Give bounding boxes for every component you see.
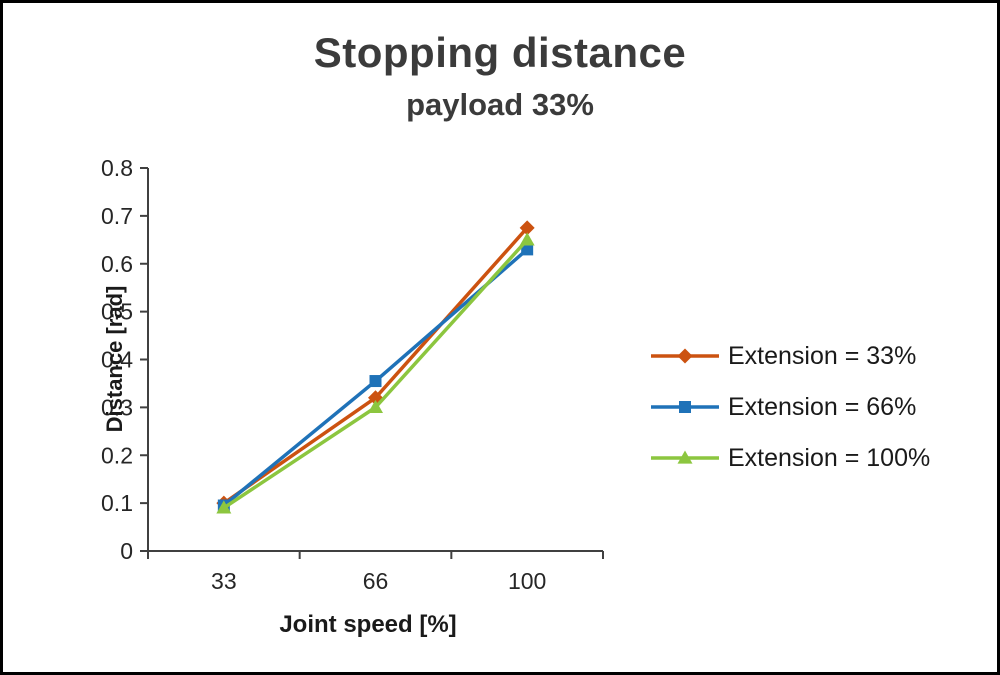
y-tick-label: 0.2 (101, 442, 133, 468)
x-axis-title: Joint speed [%] (279, 611, 457, 638)
legend-label: Extension = 66% (728, 392, 917, 421)
diamond-marker-icon (677, 348, 693, 364)
triangle-marker-icon (216, 500, 232, 514)
x-category-label: 33 (211, 568, 237, 594)
triangle-marker-icon (677, 450, 693, 464)
legend-label: Extension = 33% (728, 341, 917, 370)
square-marker-icon (521, 243, 534, 256)
y-tick-label: 0.1 (101, 490, 133, 516)
triangle-marker-icon (368, 399, 383, 413)
chart-subtitle: payload 33% (406, 87, 594, 122)
square-marker-icon (679, 401, 691, 413)
series-line (222, 226, 529, 505)
legend-label: Extension = 100% (728, 443, 931, 472)
y-axis-title: Distance [rad] (102, 285, 127, 433)
y-tick-label: 0.8 (101, 155, 133, 181)
triangle-marker-icon (651, 450, 719, 464)
x-category-label: 66 (363, 568, 389, 594)
y-tick-label: 0 (120, 538, 133, 564)
square-marker-icon (369, 375, 382, 388)
legend-item: Extension = 33% (651, 339, 930, 373)
y-tick-label: 0.6 (101, 251, 133, 277)
triangle-marker-icon (519, 232, 535, 246)
y-tick-label: 0.3 (101, 394, 133, 420)
square-marker-icon (651, 401, 719, 413)
plot-area: 0 0.1 0.2 0.3 0.4 0.5 0.6 0.7 0.8 33 66 100 (101, 155, 604, 594)
legend-item: Extension = 66% (651, 390, 930, 424)
chart-title: Stopping distance (313, 29, 687, 76)
y-tick-label: 0.7 (101, 203, 133, 229)
legend-item: Extension = 100% (651, 441, 930, 475)
legend: Extension = 33% Extension = 66% Extension … (651, 339, 930, 475)
y-tick-label: 0.4 (101, 347, 133, 373)
diamond-marker-icon (651, 348, 719, 364)
diamond-marker-icon (519, 220, 535, 236)
x-category-label: 100 (508, 568, 546, 594)
y-tick-label: 0.5 (101, 299, 133, 325)
